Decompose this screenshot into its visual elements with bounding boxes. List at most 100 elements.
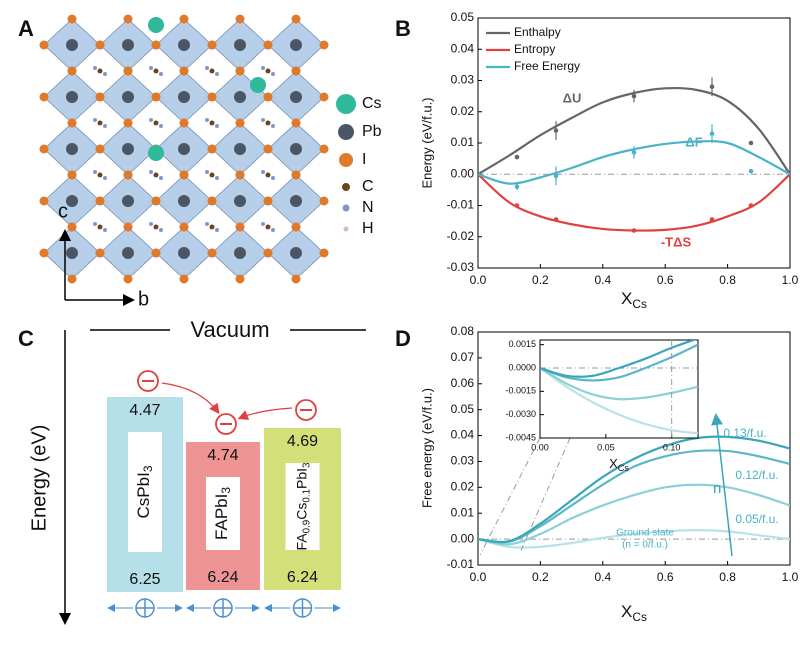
n-atom [93, 222, 97, 226]
plot-frame [539, 339, 699, 439]
data-point [514, 154, 520, 160]
i-atom [39, 40, 49, 50]
material-name-part: FAPbI [212, 494, 231, 540]
i-atom [263, 144, 273, 154]
c-atom [209, 68, 215, 74]
n-atom [205, 170, 209, 174]
i-atom [95, 40, 105, 50]
i-atom [263, 196, 273, 206]
band-top: 4.69 [287, 433, 318, 450]
data-point [514, 203, 520, 208]
i-atom [123, 66, 133, 76]
x-tick-label: 1.0 [782, 273, 799, 287]
energy-axis-label: Energy (eV) [28, 425, 50, 532]
y-tick-label: -0.01 [447, 557, 475, 571]
i-atom [207, 144, 217, 154]
y-tick-label: -0.0030 [505, 409, 536, 419]
pb-atom [178, 247, 190, 259]
i-atom [67, 118, 77, 128]
curve-label: 0.13/f.u. [723, 426, 766, 440]
n-atom [103, 176, 107, 180]
material-name-part: 3 [301, 462, 312, 468]
n-atom [271, 228, 275, 232]
pb-atom [290, 247, 302, 259]
hole-plus [293, 599, 312, 617]
x-tick-label: 0.0 [470, 273, 487, 287]
pb-atom [122, 143, 134, 155]
legend-atom [342, 183, 350, 191]
electron-arrow [161, 382, 220, 415]
annotation: ΔF [685, 134, 702, 149]
n-atom [271, 124, 275, 128]
i-atom [291, 14, 301, 24]
electron-arrow [237, 407, 293, 420]
pb-atom [66, 39, 78, 51]
i-atom [263, 40, 273, 50]
c-atom [265, 172, 271, 178]
i-atom [319, 144, 329, 154]
i-atom [291, 274, 301, 284]
pb-atom [122, 195, 134, 207]
name-bg [206, 477, 240, 550]
n-atom [215, 72, 219, 76]
pb-atom [234, 91, 246, 103]
legend-label: Entropy [514, 42, 555, 56]
line-series [478, 435, 790, 544]
i-atom [95, 92, 105, 102]
n-atom [215, 176, 219, 180]
y-tick-label: 0.0000 [508, 362, 536, 372]
annotation: -TΔS [661, 234, 692, 249]
n-atom [93, 66, 97, 70]
x-tick-label: 0.00 [531, 442, 549, 452]
legend-label: Cs [362, 95, 382, 112]
data-point [514, 184, 520, 190]
vacuum-label: Vacuum [190, 317, 269, 342]
i-atom [235, 170, 245, 180]
cs-atom [250, 77, 266, 93]
zoom-guide [519, 437, 571, 554]
pb-atom [178, 91, 190, 103]
i-atom [291, 222, 301, 232]
i-atom [207, 40, 217, 50]
material-name-part: 0.9 [301, 520, 312, 534]
axis-label: c [58, 200, 68, 222]
pb-atom [234, 39, 246, 51]
x-tick-label: 0.10 [663, 442, 681, 452]
data-point [553, 217, 559, 222]
n-atom [205, 118, 209, 122]
x-axis-label-main: X [609, 456, 618, 471]
n-atom [261, 66, 265, 70]
pb-atom [122, 39, 134, 51]
legend-label: N [362, 199, 374, 216]
x-axis-label-main: X [621, 289, 632, 308]
band-bottom: 6.24 [287, 569, 318, 586]
material-name: FA0.9Cs0.1PbI3 [293, 462, 312, 551]
data-point [631, 93, 637, 99]
n-atom [261, 170, 265, 174]
n-atom [159, 124, 163, 128]
c-atom [97, 120, 103, 126]
crystal-structure [39, 14, 329, 284]
legend-atom [338, 124, 354, 140]
i-atom [67, 14, 77, 24]
x-axis-label: XCs [609, 456, 629, 473]
x-axis-label-main: X [621, 602, 632, 621]
y-tick-label: 0.02 [451, 480, 475, 494]
inset-bg [540, 340, 698, 438]
x-axis-label: XCs [621, 289, 647, 311]
n-atom [149, 222, 153, 226]
i-atom [67, 274, 77, 284]
n-atom [149, 118, 153, 122]
y-tick-label: 0.00 [451, 531, 475, 545]
i-atom [123, 118, 133, 128]
n-atom [93, 118, 97, 122]
pb-atom [178, 143, 190, 155]
annotation: n [713, 480, 721, 497]
pb-atom [234, 247, 246, 259]
i-atom [95, 144, 105, 154]
legend-label: H [362, 220, 374, 237]
n-atom [261, 222, 265, 226]
data-point [553, 128, 559, 133]
curve-label: Ground state [616, 528, 674, 539]
